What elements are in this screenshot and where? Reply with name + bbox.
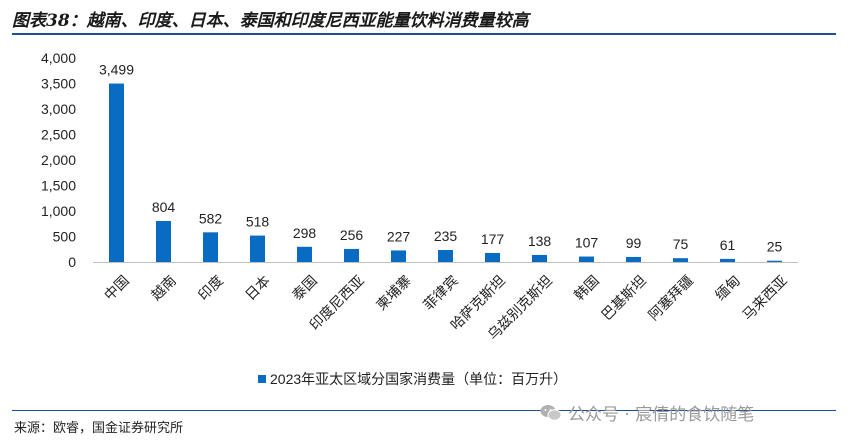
- bar-chart: 05001,0001,5002,0002,5003,0003,5004,000 …: [41, 50, 798, 387]
- data-label: 235: [434, 228, 458, 244]
- legend-swatch: [258, 375, 266, 383]
- bar: [720, 258, 735, 262]
- bar: [250, 235, 265, 262]
- bar: [532, 254, 547, 262]
- chart-title: 图表38：越南、印度、日本、泰国和印度尼西亚能量饮料消费量较高: [12, 11, 529, 31]
- y-tick-label: 1,500: [41, 178, 76, 194]
- legend-label: 2023年亚太区域分国家消费量（单位：百万升）: [270, 371, 567, 387]
- bar: [485, 252, 500, 262]
- data-label: 518: [246, 214, 270, 230]
- watermark: 公众号 · 宸倩的食饮随笔: [540, 400, 754, 425]
- bar: [297, 246, 312, 262]
- data-label: 227: [387, 228, 411, 244]
- data-label: 75: [673, 236, 689, 252]
- footer-rule: [12, 410, 836, 411]
- data-label: 107: [575, 235, 599, 251]
- data-label: 256: [340, 227, 364, 243]
- y-tick-label: 500: [53, 229, 77, 245]
- data-label: 177: [481, 231, 505, 247]
- y-tick-label: 0: [68, 254, 76, 270]
- y-tick-label: 3,500: [41, 76, 76, 92]
- bar: [579, 256, 594, 262]
- bar: [438, 250, 453, 262]
- y-tick-label: 1,000: [41, 203, 76, 219]
- watermark-text: 公众号 · 宸倩的食饮随笔: [568, 405, 755, 425]
- y-tick-label: 4,000: [41, 50, 76, 66]
- x-tick-label: 中国: [101, 272, 132, 303]
- data-label: 99: [626, 235, 642, 251]
- bar: [344, 248, 359, 262]
- x-tick-label: 阿塞拜疆: [645, 272, 696, 323]
- x-tick-label: 越南: [148, 272, 179, 303]
- x-tick-label: 印度: [195, 272, 226, 303]
- data-label: 138: [528, 233, 552, 249]
- y-tick-label: 2,000: [41, 152, 76, 168]
- value-labels: 3,499 804 582 518 298 256 227 235 177 138 107 99 75 6…: [99, 62, 783, 255]
- x-tick-label: 巴基斯坦: [598, 272, 649, 323]
- x-tick-label: 泰国: [289, 272, 320, 303]
- y-axis: 0 500 1,000 1,500 2,000 2,500 3,000 3,500 4,000: [41, 50, 798, 270]
- x-tick-label: 日本: [242, 272, 273, 303]
- data-label: 298: [293, 225, 317, 241]
- bar: [767, 260, 782, 262]
- data-label: 25: [767, 239, 783, 255]
- bar: [156, 220, 171, 262]
- wechat-icon: [540, 404, 562, 421]
- bar: [203, 232, 218, 262]
- y-tick-label: 2,500: [41, 127, 76, 143]
- x-tick-label: 柬埔寨: [373, 272, 414, 313]
- data-label: 582: [199, 210, 223, 226]
- title-rule: [12, 33, 836, 35]
- legend: 2023年亚太区域分国家消费量（单位：百万升）: [258, 371, 567, 387]
- bar: [109, 83, 124, 263]
- data-label: 804: [152, 199, 176, 215]
- x-tick-label: 韩国: [571, 272, 602, 303]
- x-tick-label: 菲律宾: [420, 272, 461, 313]
- data-label: 3,499: [99, 62, 134, 78]
- data-label: 61: [720, 237, 736, 253]
- x-tick-label: 缅甸: [712, 272, 743, 303]
- bar: [673, 258, 688, 262]
- bar: [391, 250, 406, 262]
- bars: [109, 83, 782, 263]
- bar: [626, 256, 641, 262]
- x-tick-label: 马来西亚: [739, 272, 790, 323]
- source-note: 来源：欧睿，国金证券研究所: [14, 421, 184, 436]
- y-tick-label: 3,000: [41, 101, 76, 117]
